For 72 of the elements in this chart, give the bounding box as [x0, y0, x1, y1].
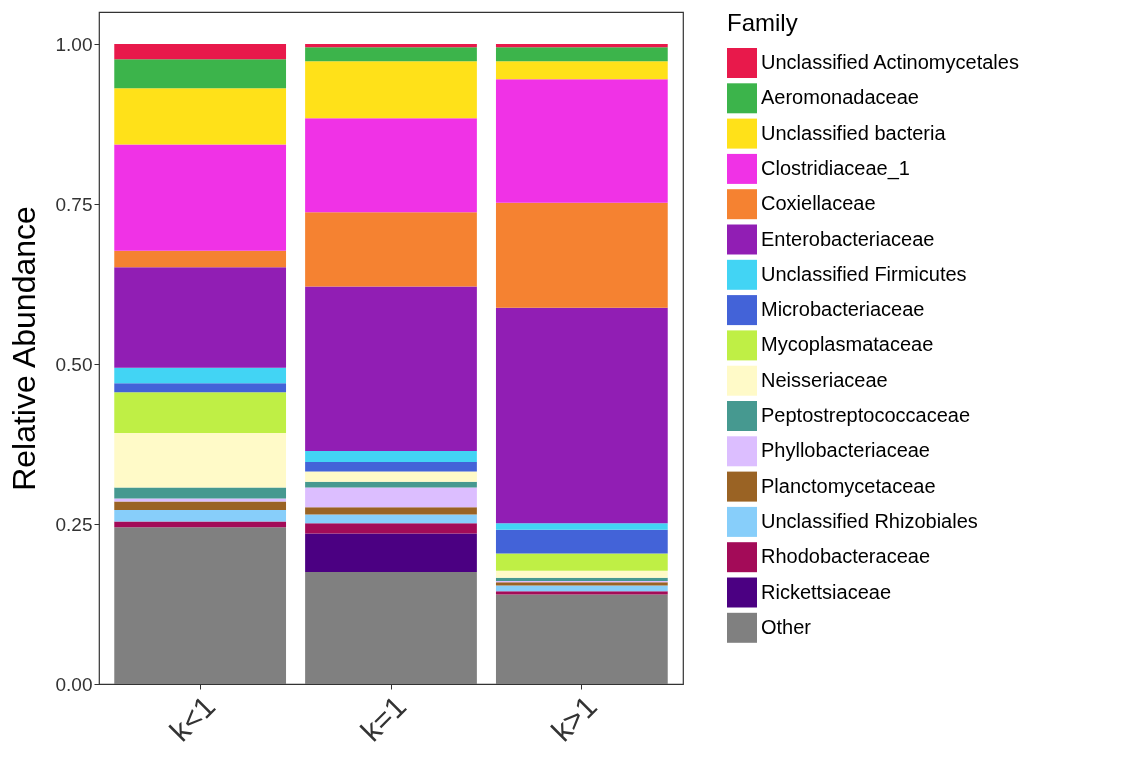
bar: [305, 118, 477, 213]
bar: [114, 509, 287, 522]
bar: [114, 392, 287, 434]
bar: [114, 383, 287, 393]
bar: [114, 527, 287, 684]
bar: [114, 44, 287, 60]
legend-label: Unclassified Actinomycetales: [761, 51, 1019, 73]
bar: [305, 47, 477, 62]
legend-label: Rickettsiaceae: [761, 580, 892, 603]
y-axis-title: Relative Abundance: [5, 206, 42, 491]
legend-label: Neisseriaceae: [761, 368, 888, 391]
bar: [305, 507, 477, 515]
bar: [114, 521, 287, 528]
legend-label: Unclassified bacteria: [761, 121, 947, 144]
x-tick-label: k>1: [544, 689, 604, 748]
bar: [114, 267, 287, 368]
bar: [114, 250, 287, 268]
bar: [114, 487, 287, 499]
legend-label: Rhodobacteraceae: [761, 545, 931, 568]
legend-label: Planctomycetaceae: [761, 474, 936, 497]
bar: [114, 88, 287, 145]
bar: [305, 487, 477, 508]
bar: [495, 44, 668, 48]
bar: [305, 533, 477, 572]
legend-label: Clostridiaceae_1: [761, 156, 910, 180]
y-tick-label: 0.00: [55, 673, 93, 695]
bar: [495, 61, 668, 80]
bar: [495, 594, 668, 684]
bar: [114, 498, 287, 502]
bar: [305, 514, 477, 524]
legend-label: Coxiellaceae: [761, 192, 876, 215]
bar: [495, 553, 668, 571]
legend-title: Family: [727, 9, 798, 36]
bar: [495, 47, 668, 62]
bar: [114, 501, 287, 510]
bar: [495, 523, 668, 530]
bar: [305, 461, 477, 472]
bar: [495, 529, 668, 554]
bar: [495, 585, 668, 592]
legend-label: Aeromonadaceae: [761, 86, 919, 109]
bar: [495, 307, 668, 524]
bar: [495, 202, 668, 308]
legend-label: Phyllobacteriaceae: [761, 439, 930, 462]
bar: [305, 286, 477, 452]
bar: [495, 79, 668, 203]
legend-label: Other: [761, 615, 812, 638]
bar: [305, 212, 477, 287]
legend-label: Microbacteriaceae: [761, 298, 925, 321]
bar: [305, 471, 477, 482]
x-tick-label: k<1: [163, 689, 222, 748]
bar: [305, 44, 477, 48]
bar: [305, 451, 477, 462]
legend-label: Enterobacteriaceae: [761, 227, 935, 250]
bar: [495, 591, 668, 595]
legend-label: Peptostreptococcaceae: [761, 404, 971, 426]
bar: [305, 523, 477, 534]
bar: [114, 59, 287, 89]
bar: [305, 61, 477, 119]
bar: [495, 570, 668, 578]
legend-label: Unclassified Firmicutes: [761, 262, 967, 285]
bar: [114, 144, 287, 251]
bar: [305, 481, 477, 488]
bar: [114, 367, 287, 384]
y-tick-label: 0.50: [55, 353, 93, 375]
x-tick-label: k=1: [354, 689, 413, 748]
bar: [305, 572, 477, 684]
legend-label: Unclassified Rhizobiales: [761, 509, 978, 532]
y-tick-label: 1.00: [55, 33, 93, 55]
y-tick-label: 0.25: [55, 513, 93, 535]
legend-label: Mycoplasmataceae: [761, 333, 934, 356]
bar: [114, 433, 287, 488]
y-tick-label: 0.75: [55, 193, 93, 215]
